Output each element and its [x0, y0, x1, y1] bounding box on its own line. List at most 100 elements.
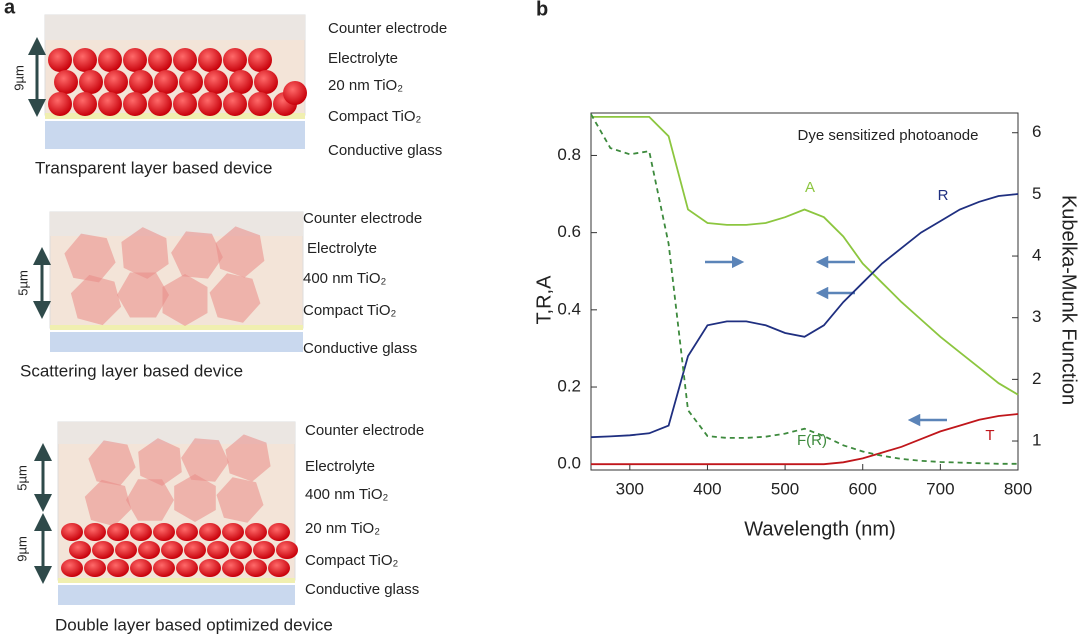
- particle: [254, 70, 278, 94]
- x-tick-label: 300: [616, 479, 644, 498]
- glass: [58, 585, 295, 605]
- particle: [130, 523, 152, 541]
- particle: [48, 48, 72, 72]
- particle: [253, 541, 275, 559]
- series-line: [591, 116, 1019, 396]
- layer-label: Electrolyte: [305, 458, 375, 475]
- particle: [129, 70, 153, 94]
- y-tick-label: 0.2: [557, 377, 581, 396]
- particle: [107, 559, 129, 577]
- series-line: [591, 413, 1019, 466]
- x-tick-label: 500: [771, 479, 799, 498]
- y-axis-label: T,R,A: [533, 275, 555, 325]
- scattering-particle: [70, 274, 122, 326]
- layer-label: Compact TiO₂: [303, 302, 397, 319]
- scattering-particle: [121, 227, 169, 279]
- compact-layer: [50, 325, 303, 330]
- panel-a: a 9µm Counter electrode Electrolyte 20 n…: [4, 0, 447, 634]
- layer-label: Counter electrode: [305, 422, 424, 439]
- y-tick-label: 0.8: [557, 145, 581, 164]
- particle: [176, 523, 198, 541]
- particle: [268, 523, 290, 541]
- particle: [248, 92, 272, 116]
- particle: [130, 559, 152, 577]
- layer-label: 20 nm TiO₂: [305, 520, 380, 537]
- scattering-particle: [88, 440, 136, 486]
- particle: [229, 70, 253, 94]
- layer-label: Electrolyte: [307, 240, 377, 257]
- y-tick-label: 0.6: [557, 222, 581, 241]
- particle: [148, 92, 172, 116]
- particle: [98, 92, 122, 116]
- particle: [223, 48, 247, 72]
- particle: [98, 48, 122, 72]
- particle: [84, 523, 106, 541]
- panel-b: b Dye sensitized photoanode T,R,A Kubelk…: [533, 0, 1079, 540]
- device-caption: Transparent layer based device: [35, 158, 273, 177]
- layer-label: Counter electrode: [303, 210, 422, 227]
- scattering-particle: [171, 231, 223, 279]
- scattering-particle: [215, 226, 265, 278]
- particle: [245, 523, 267, 541]
- series-label: A: [805, 179, 815, 196]
- panel-label: a: [4, 0, 16, 18]
- x-tick-label: 700: [926, 479, 954, 498]
- particle: [198, 48, 222, 72]
- particle: [115, 541, 137, 559]
- particle: [199, 523, 221, 541]
- particle: [104, 70, 128, 94]
- particle: [69, 541, 91, 559]
- particle: [148, 48, 172, 72]
- particle: [207, 541, 229, 559]
- compact-layer: [58, 578, 295, 583]
- device-caption: Scattering layer based device: [20, 361, 243, 380]
- y-tick-label: 0.4: [557, 299, 581, 318]
- series-line: [590, 193, 1019, 439]
- particle: [61, 523, 83, 541]
- particle: [184, 541, 206, 559]
- particle: [173, 48, 197, 72]
- particle: [48, 92, 72, 116]
- y2-tick-label: 3: [1032, 307, 1041, 326]
- particle: [123, 92, 147, 116]
- particle: [161, 541, 183, 559]
- particle: [179, 70, 203, 94]
- device-caption: Double layer based optimized device: [55, 615, 333, 634]
- layer-label: Conductive glass: [305, 581, 419, 598]
- scattering-particle: [174, 474, 216, 522]
- particle: [204, 70, 228, 94]
- x-tick-label: 800: [1004, 479, 1032, 498]
- thickness-label: 5µm: [14, 465, 29, 491]
- plot-frame: [590, 112, 1019, 471]
- particle: [245, 559, 267, 577]
- series-label: R: [938, 187, 949, 204]
- scattering-particle: [162, 274, 208, 326]
- y2-tick-label: 6: [1032, 122, 1041, 141]
- particle: [222, 559, 244, 577]
- particle: [79, 70, 103, 94]
- particle: [154, 70, 178, 94]
- particle: [73, 92, 97, 116]
- scattering-particle: [64, 233, 116, 283]
- particle: [283, 81, 307, 105]
- particle: [268, 559, 290, 577]
- particle: [276, 541, 298, 559]
- particle: [61, 559, 83, 577]
- layer-label: 400 nm TiO₂: [303, 270, 387, 287]
- thickness-label: 9µm: [11, 65, 26, 91]
- annotation: Dye sensitized photoanode: [798, 127, 979, 144]
- counter-electrode: [50, 212, 303, 236]
- particle: [84, 559, 106, 577]
- y2-tick-label: 4: [1032, 246, 1041, 265]
- layer-label: 400 nm TiO₂: [305, 486, 389, 503]
- x-tick-label: 600: [849, 479, 877, 498]
- scattering-particle: [225, 434, 271, 482]
- panel-label: b: [536, 0, 548, 20]
- scattering-particle: [84, 479, 132, 527]
- y2-tick-label: 5: [1032, 184, 1041, 203]
- particle: [223, 92, 247, 116]
- layer-label: 20 nm TiO₂: [328, 77, 403, 94]
- scattering-particle: [216, 477, 264, 523]
- compact-layer: [45, 113, 305, 119]
